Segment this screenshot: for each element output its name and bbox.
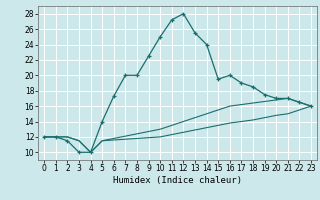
X-axis label: Humidex (Indice chaleur): Humidex (Indice chaleur): [113, 176, 242, 185]
